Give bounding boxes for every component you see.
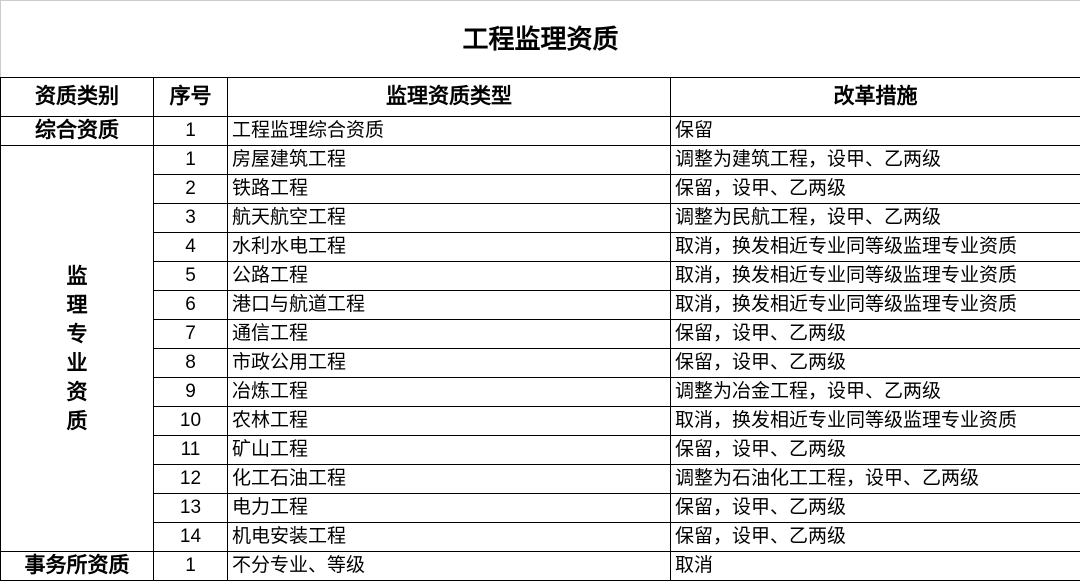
header-type: 监理资质类型 bbox=[227, 77, 671, 117]
row-number: 8 bbox=[153, 348, 228, 378]
row-measure: 取消，换发相近专业同等级监理专业资质 bbox=[669, 261, 1080, 291]
specialty-group: 监理专业资质 1 房屋建筑工程 调整为建筑工程，设甲、乙两级 2 铁路工程 保留，设甲、乙两… bbox=[0, 145, 1080, 552]
row-type: 港口与航道工程 bbox=[227, 290, 671, 320]
table-row: 监理专业资质 1 房屋建筑工程 调整为建筑工程，设甲、乙两级 bbox=[0, 145, 1080, 552]
row-type: 航天航空工程 bbox=[227, 203, 671, 233]
row-type: 通信工程 bbox=[227, 319, 671, 349]
table-row: 2 铁路工程 保留，设甲、乙两级 bbox=[1, 174, 1080, 204]
table-row: 9 冶炼工程 调整为冶金工程，设甲、乙两级 bbox=[1, 377, 1080, 407]
row-type: 工程监理综合资质 bbox=[227, 116, 671, 146]
table-row: 5 公路工程 取消，换发相近专业同等级监理专业资质 bbox=[1, 261, 1080, 291]
row-type: 电力工程 bbox=[227, 493, 671, 523]
row-type: 房屋建筑工程 bbox=[227, 145, 671, 175]
category-specialty: 监理专业资质 bbox=[0, 145, 154, 552]
row-type: 农林工程 bbox=[227, 406, 671, 436]
category-char: 资 bbox=[66, 380, 88, 404]
table-title: 工程监理资质 bbox=[0, 0, 1080, 78]
header-measure: 改革措施 bbox=[669, 77, 1080, 117]
row-number: 13 bbox=[153, 493, 228, 523]
row-number: 9 bbox=[153, 377, 228, 407]
row-type: 化工石油工程 bbox=[227, 464, 671, 494]
row-number: 1 bbox=[153, 116, 228, 146]
category-firm: 事务所资质 bbox=[0, 551, 154, 581]
category-comprehensive: 综合资质 bbox=[0, 116, 154, 146]
row-type: 不分专业、等级 bbox=[227, 551, 671, 581]
row-measure: 保留，设甲、乙两级 bbox=[669, 348, 1080, 378]
row-number: 2 bbox=[153, 174, 228, 204]
row-measure: 取消 bbox=[669, 551, 1080, 581]
row-number: 12 bbox=[153, 464, 228, 494]
row-measure: 保留，设甲、乙两级 bbox=[669, 435, 1080, 465]
row-number: 5 bbox=[153, 261, 228, 291]
row-number: 1 bbox=[153, 551, 228, 581]
row-type: 水利水电工程 bbox=[227, 232, 671, 262]
table-row: 14 机电安装工程 保留，设甲、乙两级 bbox=[1, 522, 1080, 552]
row-measure: 保留，设甲、乙两级 bbox=[669, 319, 1080, 349]
row-type: 冶炼工程 bbox=[227, 377, 671, 407]
row-measure: 调整为冶金工程，设甲、乙两级 bbox=[669, 377, 1080, 407]
row-number: 1 bbox=[153, 145, 228, 175]
table-row: 10 农林工程 取消，换发相近专业同等级监理专业资质 bbox=[1, 406, 1080, 436]
category-char: 专 bbox=[66, 322, 88, 346]
row-measure: 保留，设甲、乙两级 bbox=[669, 174, 1080, 204]
table-row: 综合资质 1 工程监理综合资质 保留 bbox=[0, 116, 1080, 146]
row-type: 铁路工程 bbox=[227, 174, 671, 204]
table-row: 7 通信工程 保留，设甲、乙两级 bbox=[1, 319, 1080, 349]
row-number: 10 bbox=[153, 406, 228, 436]
row-number: 3 bbox=[153, 203, 228, 233]
row-number: 7 bbox=[153, 319, 228, 349]
row-measure: 调整为建筑工程，设甲、乙两级 bbox=[669, 145, 1080, 175]
table-row: 13 电力工程 保留，设甲、乙两级 bbox=[1, 493, 1080, 523]
row-type: 机电安装工程 bbox=[227, 522, 671, 552]
row-number: 6 bbox=[153, 290, 228, 320]
category-char: 业 bbox=[66, 351, 88, 375]
row-measure: 取消，换发相近专业同等级监理专业资质 bbox=[669, 232, 1080, 262]
row-type: 矿山工程 bbox=[227, 435, 671, 465]
row-measure: 取消，换发相近专业同等级监理专业资质 bbox=[669, 406, 1080, 436]
table-row: 8 市政公用工程 保留，设甲、乙两级 bbox=[1, 348, 1080, 378]
row-type: 市政公用工程 bbox=[227, 348, 671, 378]
row-measure: 取消，换发相近专业同等级监理专业资质 bbox=[669, 290, 1080, 320]
header-number: 序号 bbox=[153, 77, 228, 117]
row-number: 11 bbox=[153, 435, 228, 465]
category-char: 理 bbox=[66, 293, 88, 317]
category-char: 监 bbox=[66, 264, 88, 288]
table-row: 事务所资质 1 不分专业、等级 取消 bbox=[0, 551, 1080, 581]
table-row: 6 港口与航道工程 取消，换发相近专业同等级监理专业资质 bbox=[1, 290, 1080, 320]
table-row: 12 化工石油工程 调整为石油化工工程，设甲、乙两级 bbox=[1, 464, 1080, 494]
header-row: 资质类别 序号 监理资质类型 改革措施 bbox=[0, 77, 1080, 117]
row-measure: 调整为民航工程，设甲、乙两级 bbox=[669, 203, 1080, 233]
table-row: 11 矿山工程 保留，设甲、乙两级 bbox=[1, 435, 1080, 465]
row-measure: 保留，设甲、乙两级 bbox=[669, 493, 1080, 523]
table-row: 3 航天航空工程 调整为民航工程，设甲、乙两级 bbox=[1, 203, 1080, 233]
row-measure: 调整为石油化工工程，设甲、乙两级 bbox=[669, 464, 1080, 494]
row-measure: 保留 bbox=[669, 116, 1080, 146]
row-number: 4 bbox=[153, 232, 228, 262]
row-type: 公路工程 bbox=[227, 261, 671, 291]
category-char: 质 bbox=[66, 409, 88, 433]
row-number: 14 bbox=[153, 522, 228, 552]
header-category: 资质类别 bbox=[0, 77, 154, 117]
table-row: 4 水利水电工程 取消，换发相近专业同等级监理专业资质 bbox=[1, 232, 1080, 262]
row-measure: 保留，设甲、乙两级 bbox=[669, 522, 1080, 552]
